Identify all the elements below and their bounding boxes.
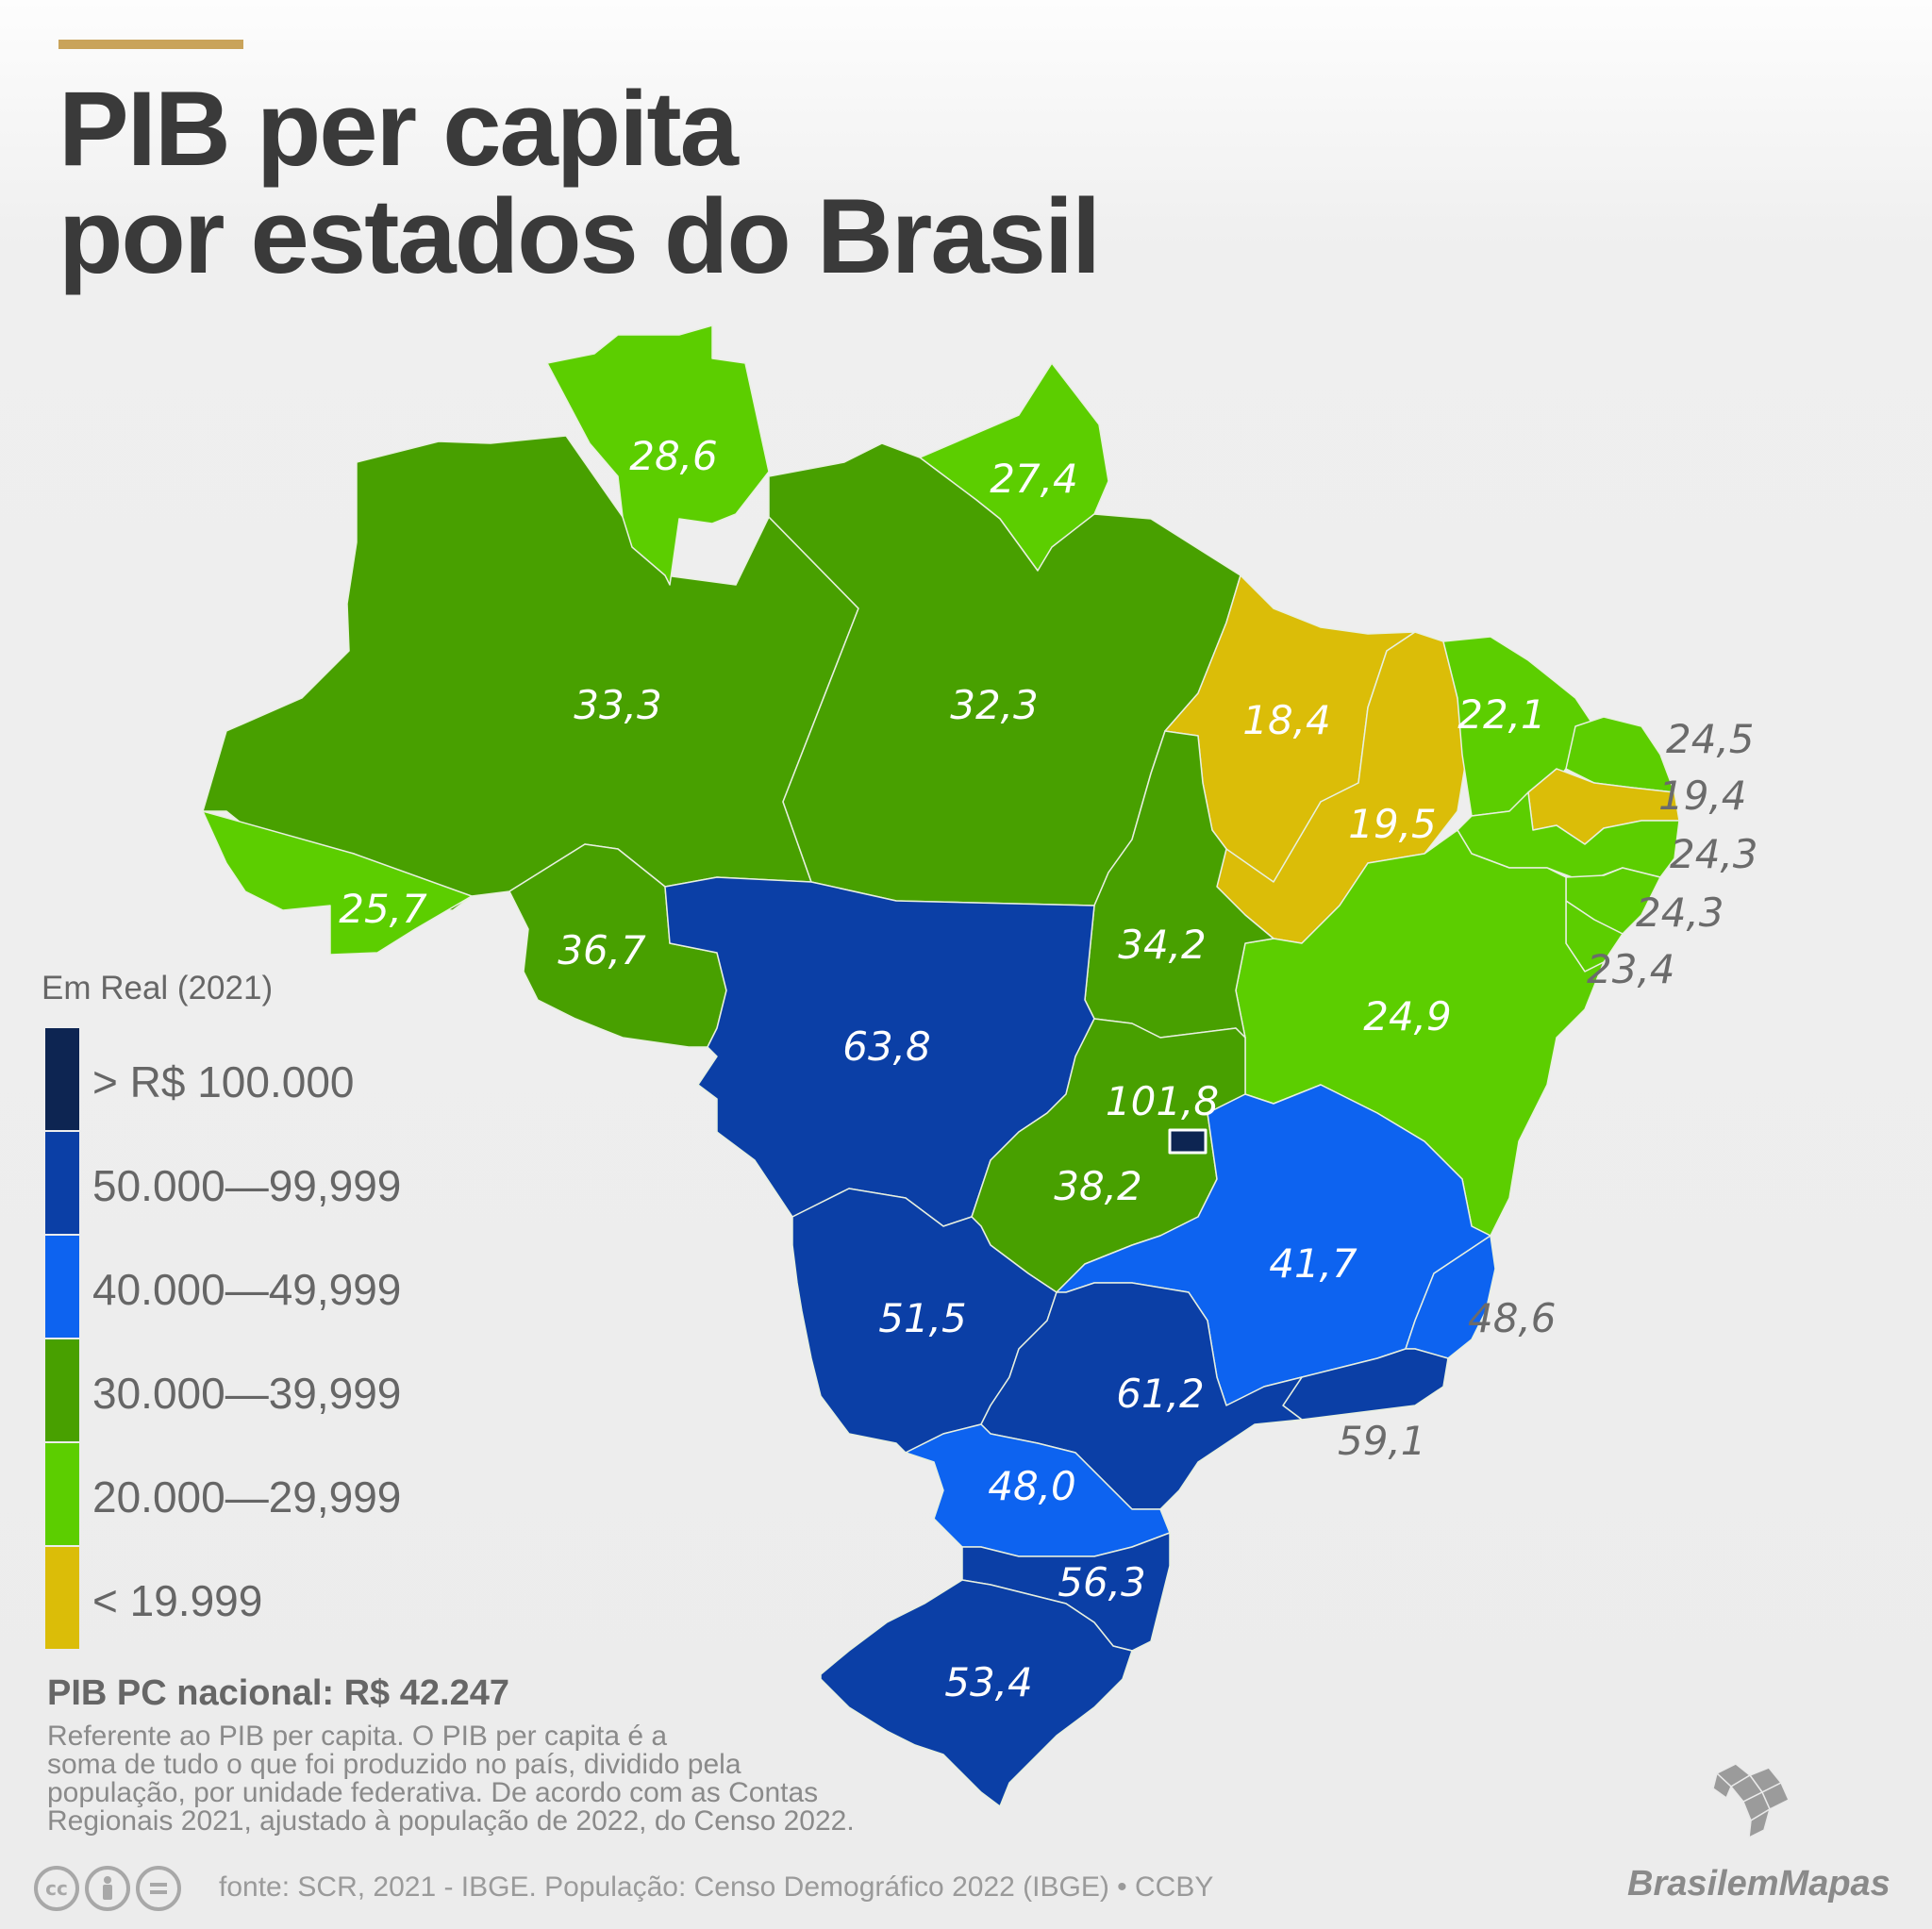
no-derivatives-icon[interactable] bbox=[136, 1866, 181, 1911]
state-acre[interactable] bbox=[202, 810, 473, 956]
accent-bar bbox=[58, 40, 243, 49]
label-tocantins: 34,2 bbox=[1118, 922, 1207, 968]
label-amazonas: 33,3 bbox=[574, 682, 662, 728]
page-title: PIB per capita por estados do Brasil bbox=[58, 70, 1101, 295]
label-maranhao: 18,4 bbox=[1242, 697, 1331, 743]
label-mato-grosso-do-sul: 51,5 bbox=[878, 1295, 967, 1341]
legend-label: 40.000—49,999 bbox=[92, 1265, 402, 1314]
state-sao-paulo[interactable] bbox=[980, 1282, 1303, 1510]
license-icons: cc bbox=[34, 1866, 181, 1911]
label-roraima: 28,6 bbox=[629, 433, 718, 479]
label-santa-catarina: 56,3 bbox=[1058, 1559, 1146, 1605]
source-note: fonte: SCR, 2021 - IBGE. População: Cens… bbox=[219, 1871, 1214, 1903]
legend-item: 50.000—99,999 bbox=[45, 1132, 611, 1236]
legend-swatch bbox=[45, 1547, 79, 1649]
legend-swatch bbox=[45, 1339, 79, 1441]
label-distrito-federal: 101,8 bbox=[1106, 1078, 1219, 1124]
label-mato-grosso: 63,8 bbox=[842, 1023, 931, 1070]
legend-swatch bbox=[45, 1236, 79, 1338]
label-para: 32,3 bbox=[950, 682, 1039, 728]
legend-swatch bbox=[45, 1028, 79, 1130]
title-line-1: PIB per capita bbox=[58, 70, 739, 188]
legend-label: > R$ 100.000 bbox=[92, 1057, 355, 1106]
label-goias: 38,2 bbox=[1054, 1163, 1142, 1209]
legend: > R$ 100.000 50.000—99,999 40.000—49,999… bbox=[45, 1028, 611, 1651]
legend-swatch bbox=[45, 1132, 79, 1234]
legend-swatch bbox=[45, 1443, 79, 1545]
label-pernambuco: 24,3 bbox=[1670, 831, 1758, 877]
state-distrito-federal[interactable] bbox=[1168, 1128, 1208, 1155]
label-acre: 25,7 bbox=[339, 886, 427, 932]
label-rio-grande-do-norte: 24,5 bbox=[1666, 716, 1755, 762]
description-line: soma de tudo o que foi produzido no país… bbox=[47, 1749, 741, 1780]
legend-item: 40.000—49,999 bbox=[45, 1236, 611, 1339]
legend-item: < 19.999 bbox=[45, 1547, 611, 1651]
label-sergipe: 23,4 bbox=[1587, 946, 1675, 992]
legend-item: 20.000—29,999 bbox=[45, 1443, 611, 1547]
label-sao-paulo: 61,2 bbox=[1116, 1371, 1205, 1417]
brand-name[interactable]: BrasilemMapas bbox=[1627, 1864, 1890, 1904]
legend-label: 50.000—99,999 bbox=[92, 1161, 402, 1210]
brand-logo-icon bbox=[1712, 1763, 1790, 1839]
label-piaui: 19,5 bbox=[1348, 801, 1437, 847]
by-person-icon[interactable] bbox=[85, 1866, 130, 1911]
title-line-2: por estados do Brasil bbox=[58, 177, 1101, 295]
legend-label: 30.000—39,999 bbox=[92, 1369, 402, 1418]
label-rio-grande-do-sul: 53,4 bbox=[944, 1659, 1033, 1705]
label-paraiba: 19,4 bbox=[1658, 773, 1747, 819]
description-line: Regionais 2021, ajustado à população de … bbox=[47, 1805, 855, 1837]
state-roraima[interactable] bbox=[546, 324, 770, 586]
legend-title: Em Real (2021) bbox=[42, 970, 274, 1006]
label-rio-de-janeiro: 59,1 bbox=[1338, 1418, 1426, 1464]
label-bahia: 24,9 bbox=[1363, 993, 1452, 1039]
label-ceara: 22,1 bbox=[1457, 691, 1546, 738]
label-rondonia: 36,7 bbox=[558, 927, 646, 973]
description-line: população, por unidade federativa. De ac… bbox=[47, 1777, 819, 1808]
label-alagoas: 24,3 bbox=[1636, 890, 1724, 936]
label-minas-gerais: 41,7 bbox=[1269, 1240, 1357, 1287]
national-gdp: PIB PC nacional: R$ 42.247 bbox=[47, 1673, 509, 1713]
legend-item: 30.000—39,999 bbox=[45, 1339, 611, 1443]
description: Referente ao PIB per capita. O PIB per c… bbox=[47, 1722, 896, 1836]
legend-item: > R$ 100.000 bbox=[45, 1028, 611, 1132]
cc-icon[interactable]: cc bbox=[34, 1866, 79, 1911]
label-espirito-santo: 48,6 bbox=[1468, 1295, 1557, 1341]
legend-label: < 19.999 bbox=[92, 1576, 263, 1625]
description-line: Referente ao PIB per capita. O PIB per c… bbox=[47, 1721, 668, 1752]
legend-label: 20.000—29,999 bbox=[92, 1472, 402, 1522]
label-amapa: 27,4 bbox=[990, 456, 1078, 502]
label-parana: 48,0 bbox=[988, 1463, 1076, 1509]
state-rio-grande-do-sul[interactable] bbox=[820, 1579, 1133, 1807]
